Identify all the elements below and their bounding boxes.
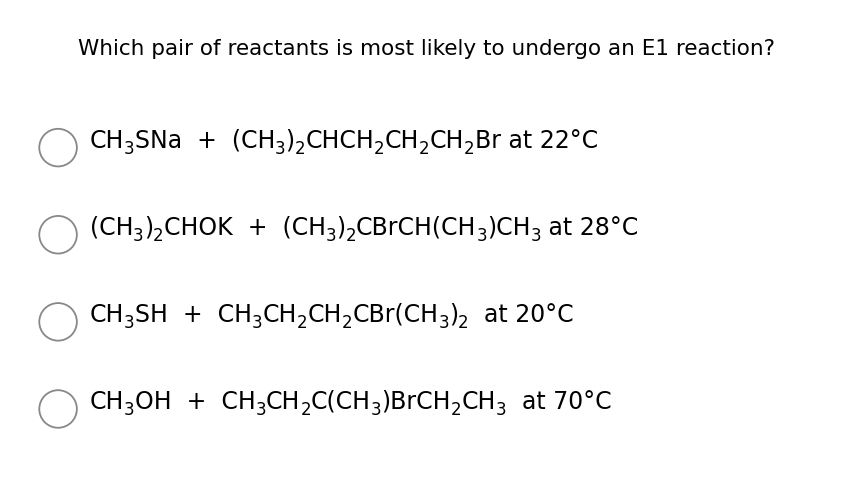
Text: SNa  +  (CH: SNa + (CH (135, 129, 275, 152)
Text: CH: CH (461, 390, 496, 414)
Text: )CH: )CH (486, 216, 530, 240)
Text: 2: 2 (457, 314, 468, 332)
Text: 3: 3 (275, 140, 286, 158)
Text: ): ) (336, 216, 345, 240)
Text: CH: CH (90, 303, 124, 327)
Text: )BrCH: )BrCH (381, 390, 450, 414)
Text: 3: 3 (476, 227, 486, 245)
Text: C(CH: C(CH (310, 390, 370, 414)
Text: 3: 3 (530, 227, 541, 245)
Text: 3: 3 (438, 314, 449, 332)
Text: 2: 2 (419, 140, 429, 158)
Text: at 20°C: at 20°C (468, 303, 572, 327)
Text: CH: CH (262, 303, 296, 327)
Text: 2: 2 (300, 401, 310, 419)
Text: 2: 2 (296, 314, 307, 332)
Text: 2: 2 (374, 140, 385, 158)
Text: CH: CH (90, 129, 124, 152)
Text: CBr(CH: CBr(CH (352, 303, 438, 327)
Text: 3: 3 (252, 314, 262, 332)
Text: 3: 3 (124, 401, 135, 419)
Text: 2: 2 (341, 314, 352, 332)
Text: 2: 2 (450, 401, 461, 419)
Text: 2: 2 (153, 227, 164, 245)
Text: CH: CH (429, 129, 464, 152)
Text: (CH: (CH (90, 216, 133, 240)
Text: 3: 3 (124, 140, 135, 158)
Text: 2: 2 (294, 140, 305, 158)
Text: ): ) (286, 129, 294, 152)
Text: CHOK  +  (CH: CHOK + (CH (164, 216, 325, 240)
Text: 2: 2 (464, 140, 474, 158)
Text: CH: CH (307, 303, 341, 327)
Text: Which pair of reactants is most likely to undergo an E1 reaction?: Which pair of reactants is most likely t… (78, 39, 775, 59)
Text: 2: 2 (345, 227, 356, 245)
Text: CBrCH(CH: CBrCH(CH (356, 216, 476, 240)
Text: CH: CH (90, 390, 124, 414)
Text: ): ) (143, 216, 153, 240)
Text: CHCH: CHCH (305, 129, 374, 152)
Text: 3: 3 (496, 401, 506, 419)
Text: CH: CH (266, 390, 300, 414)
Text: ): ) (449, 303, 457, 327)
Text: at 28°C: at 28°C (541, 216, 637, 240)
Text: 3: 3 (133, 227, 143, 245)
Text: OH  +  CH: OH + CH (135, 390, 255, 414)
Text: Br at 22°C: Br at 22°C (474, 129, 597, 152)
Text: at 70°C: at 70°C (506, 390, 611, 414)
Text: 3: 3 (124, 314, 135, 332)
Text: 3: 3 (370, 401, 381, 419)
Text: CH: CH (385, 129, 419, 152)
Text: 3: 3 (325, 227, 336, 245)
Text: 3: 3 (255, 401, 266, 419)
Text: SH  +  CH: SH + CH (135, 303, 252, 327)
